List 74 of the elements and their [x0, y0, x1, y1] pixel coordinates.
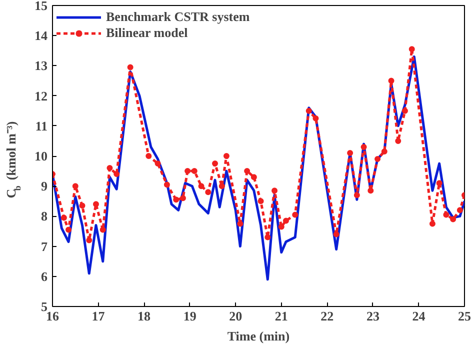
point [347, 150, 354, 156]
point [360, 144, 367, 150]
y-tick-label: 15 [34, 0, 48, 13]
point [450, 216, 456, 222]
point [218, 183, 225, 190]
point [146, 153, 152, 159]
point [237, 220, 244, 227]
point [292, 212, 298, 218]
point [79, 202, 86, 209]
x-tick-label: 18 [138, 308, 152, 324]
point [258, 198, 264, 204]
x-tick-label: 25 [458, 308, 472, 324]
y-tick-label: 14 [34, 28, 48, 44]
y-tick-label: 5 [41, 299, 48, 314]
legend-label: Benchmark CSTR system [106, 9, 250, 25]
y-axis-title: Cb (kmol m⁻³) [4, 121, 22, 198]
x-tick-label: 17 [92, 308, 106, 324]
point [443, 212, 450, 218]
y-tick-label: 6 [41, 268, 48, 284]
point [114, 171, 120, 178]
point [368, 188, 374, 194]
x-tick-label: 16 [46, 308, 60, 324]
point [191, 168, 198, 174]
point [223, 153, 230, 159]
x-axis-title: Time (min) [227, 328, 290, 344]
point [127, 64, 134, 70]
point [374, 156, 381, 162]
y-tick-label: 8 [41, 208, 48, 224]
point [408, 46, 415, 52]
point [456, 207, 463, 214]
point [395, 138, 402, 144]
x-tick-label: 19 [183, 308, 197, 324]
point [164, 182, 170, 188]
point [250, 174, 257, 180]
x-tick-label: 22 [320, 308, 334, 324]
x-tick-label: 21 [274, 308, 288, 324]
point [100, 226, 106, 233]
y-tick-label: 10 [34, 148, 48, 164]
point [154, 160, 161, 167]
point [333, 231, 340, 238]
point [72, 183, 78, 190]
y-tick-label: 9 [41, 178, 48, 194]
legend-label: Bilinear model [106, 25, 188, 41]
point [66, 226, 72, 233]
point [173, 196, 180, 203]
point [354, 192, 360, 198]
point [381, 148, 388, 154]
point [388, 78, 394, 84]
x-tick-label: 23 [366, 308, 380, 324]
point [312, 115, 319, 122]
point [402, 108, 408, 114]
point [198, 183, 204, 190]
point [306, 108, 312, 114]
y-tick-label: 11 [35, 118, 48, 134]
point [436, 180, 442, 186]
point [429, 220, 436, 227]
y-tick-label: 12 [34, 88, 48, 104]
point [264, 234, 271, 240]
point [205, 189, 212, 196]
y-tick-label: 7 [41, 238, 48, 254]
point [86, 237, 92, 244]
x-tick-label: 24 [412, 308, 426, 324]
x-tick-label: 20 [229, 308, 242, 324]
point [184, 168, 191, 174]
point [278, 224, 284, 230]
y-tick-label: 13 [34, 58, 48, 74]
point [244, 168, 250, 174]
point [106, 165, 113, 172]
point [212, 160, 218, 167]
point [92, 201, 99, 208]
point [272, 188, 278, 194]
point [282, 218, 289, 224]
point [60, 214, 67, 221]
point [180, 195, 186, 202]
